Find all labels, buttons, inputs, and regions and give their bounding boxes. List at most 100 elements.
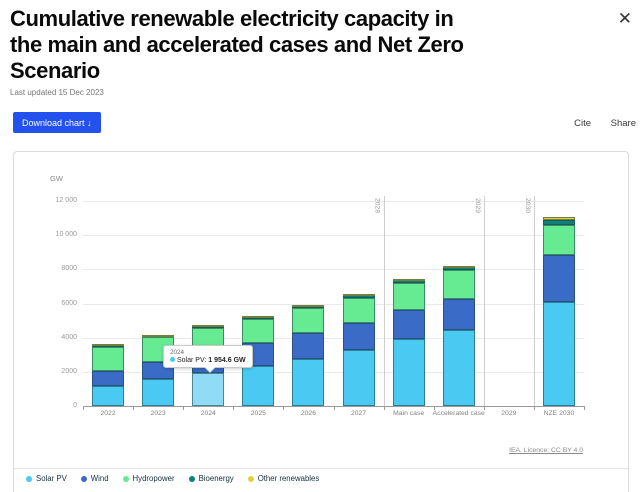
bar-segment-other-renewables[interactable] — [292, 305, 325, 308]
gridline — [83, 303, 584, 305]
x-tick — [133, 406, 135, 410]
bar-segment-other-renewables[interactable] — [142, 334, 175, 337]
tooltip-series-dot — [170, 357, 175, 363]
x-tick-label: Accelerated case — [432, 410, 485, 417]
bar-segment-wind[interactable] — [342, 322, 375, 351]
bar-segment-other-renewables[interactable] — [242, 315, 275, 318]
last-updated-text: Last updated 15 Dec 2023 — [10, 88, 104, 97]
bar-segment-hydropower[interactable] — [242, 318, 275, 344]
chart-card: GW 0 2000 4000 6000 8000 10 000 12 000 2028 2029… — [13, 151, 629, 492]
bar-segment-hydropower[interactable] — [542, 224, 575, 255]
tooltip-arrow — [205, 367, 215, 372]
bar-segment-hydropower[interactable] — [342, 297, 375, 323]
y-tick-label: 2000 — [61, 367, 77, 375]
bar-segment-other-renewables[interactable] — [392, 278, 425, 281]
y-tick-label: 8000 — [61, 265, 77, 273]
tooltip-title: 2024 — [170, 349, 185, 356]
bar-segment-solar-pv[interactable] — [542, 301, 575, 406]
x-tick — [383, 406, 385, 410]
bar-segment-hydropower[interactable] — [392, 283, 425, 311]
source-licence-link[interactable]: IEA. Licence: CC BY 4.0 — [509, 447, 583, 454]
x-tick-label: 2026 — [300, 410, 316, 417]
y-axis-unit-label: GW — [50, 174, 63, 183]
tooltip-row: Solar PV: 1 954.6 GW — [170, 357, 246, 364]
x-tick — [533, 406, 535, 410]
bar-segment-solar-pv[interactable] — [192, 372, 225, 406]
reference-line-label: 2030 — [523, 198, 531, 214]
x-tick-label: 2025 — [250, 410, 266, 417]
reference-line-label: 2029 — [473, 198, 481, 214]
legend-item-hydropower[interactable]: Hydropower — [122, 474, 175, 483]
x-tick-label: NZE 2030 — [543, 410, 575, 417]
cite-link[interactable]: Cite — [574, 118, 591, 129]
bar-segment-hydropower[interactable] — [92, 347, 125, 372]
x-tick — [183, 406, 185, 410]
gridline — [83, 371, 584, 373]
legend-dot — [26, 475, 32, 482]
legend-label: Wind — [90, 474, 109, 483]
x-tick — [83, 406, 84, 410]
bar-segment-wind[interactable] — [392, 310, 425, 340]
bar-segment-hydropower[interactable] — [442, 270, 475, 300]
bar-segment-solar-pv[interactable] — [392, 339, 425, 406]
bar-segment-wind[interactable] — [92, 371, 125, 387]
reference-line — [383, 196, 385, 406]
bar-segment-other-renewables[interactable] — [442, 265, 475, 268]
y-tick-label: 4000 — [61, 333, 77, 341]
x-tick-label: 2024 — [200, 410, 216, 417]
x-tick-label: 2023 — [150, 410, 166, 417]
gridline — [83, 201, 584, 202]
gridline — [83, 337, 584, 339]
x-tick-label: 2027 — [350, 410, 367, 417]
tooltip-value: 1 954.6 GW — [208, 357, 246, 364]
close-icon[interactable]: ✕ — [617, 9, 632, 28]
legend-label: Hydropower — [132, 474, 175, 483]
bar-segment-solar-pv[interactable] — [442, 330, 475, 406]
gridline — [83, 235, 584, 237]
legend-dot — [247, 475, 254, 482]
legend: Solar PV Wind Hydropower Bioenergy Other ren… — [26, 474, 319, 483]
x-tick-label: Main case — [393, 410, 425, 417]
x-tick — [283, 406, 285, 410]
tooltip: 2024 Solar PV: 1 954.6 GW — [163, 345, 253, 372]
bar-segment-solar-pv[interactable] — [242, 366, 275, 406]
legend-item-wind[interactable]: Wind — [80, 474, 109, 483]
legend-label: Bioenergy — [198, 474, 234, 483]
y-tick-label: 0 — [73, 402, 77, 409]
x-tick-label: 2029 — [501, 410, 517, 417]
legend-item-solar-pv[interactable]: Solar PV — [26, 474, 67, 483]
bar-segment-other-renewables[interactable] — [92, 344, 125, 347]
y-tick-label: 12 000 — [55, 197, 77, 204]
legend-item-other-renewables[interactable]: Other renewables — [247, 474, 320, 483]
bar-segment-wind[interactable] — [292, 333, 325, 359]
legend-label: Solar PV — [36, 474, 67, 483]
share-link[interactable]: Share — [610, 118, 636, 129]
reference-line-label: 2028 — [373, 198, 381, 214]
legend-label: Other renewables — [257, 474, 320, 483]
gridline — [83, 269, 584, 271]
legend-dot — [188, 475, 195, 482]
legend-item-bioenergy[interactable]: Bioenergy — [188, 474, 234, 483]
page-title: Cumulative renewable electricity capacit… — [10, 6, 464, 83]
legend-dot — [80, 475, 87, 482]
legend-divider — [14, 468, 628, 469]
bar-segment-wind[interactable] — [542, 254, 575, 302]
bar-segment-solar-pv[interactable] — [342, 350, 375, 406]
bar-segment-other-renewables[interactable] — [342, 294, 375, 297]
bar-segment-other-renewables[interactable] — [542, 216, 575, 220]
x-tick — [233, 406, 235, 410]
bar-segment-other-renewables[interactable] — [192, 325, 225, 328]
bar-segment-hydropower[interactable] — [292, 308, 325, 334]
bar-segment-solar-pv[interactable] — [142, 378, 175, 406]
download-chart-button[interactable]: Download chart ↓ — [13, 112, 101, 133]
bar-segment-bioenergy[interactable] — [542, 219, 575, 225]
tooltip-series-name: Solar PV: — [177, 357, 209, 364]
bar-segment-wind[interactable] — [442, 299, 475, 331]
y-tick-label: 10 000 — [55, 231, 77, 239]
y-tick-label: 6000 — [61, 299, 77, 307]
reference-line — [483, 196, 485, 406]
x-tick — [483, 406, 485, 410]
bar-segment-solar-pv[interactable] — [92, 386, 125, 406]
bar-segment-solar-pv[interactable] — [292, 359, 325, 406]
